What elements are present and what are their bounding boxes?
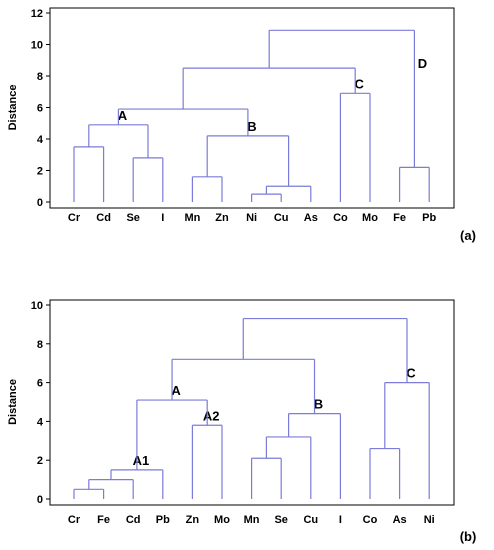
y-tick-label: 2 — [37, 166, 43, 178]
y-tick-label: 4 — [37, 134, 44, 146]
leaf-label: Mn — [244, 514, 260, 526]
y-tick-label: 4 — [37, 416, 44, 428]
leaf-label: Ni — [424, 514, 435, 526]
cluster-label: A — [118, 108, 128, 123]
cluster-label: B — [314, 397, 323, 412]
leaf-label: Co — [333, 212, 348, 224]
panel-label: (b) — [460, 529, 477, 544]
leaf-label: Cu — [303, 514, 318, 526]
plot-frame — [49, 7, 455, 209]
leaf-label: Pb — [422, 212, 436, 224]
leaf-label: Se — [126, 212, 139, 224]
leaf-label: As — [304, 212, 318, 224]
y-tick-label: 0 — [37, 494, 43, 506]
cluster-label: C — [406, 366, 416, 381]
cluster-label: C — [355, 76, 365, 91]
dendrogram-panel-b: 0 2 4 6 8 10 Distance Cr Fe Cd Pb Zn Mo Mn Se Cu I Co As Ni… — [7, 299, 477, 544]
leaf-label: Cd — [126, 514, 141, 526]
leaf-label: Cr — [68, 514, 81, 526]
y-tick-label: 0 — [37, 197, 43, 209]
leaf-label: Ni — [246, 212, 257, 224]
cluster-label: A1 — [133, 453, 150, 468]
leaf-label: Zn — [215, 212, 229, 224]
leaf-label: As — [393, 514, 407, 526]
leaf-label: Se — [274, 514, 287, 526]
leaf-label: Pb — [156, 514, 170, 526]
y-tick-label: 12 — [31, 8, 43, 20]
y-tick-label: 6 — [37, 103, 43, 115]
leaf-label: Zn — [186, 514, 200, 526]
plot-frame — [49, 299, 455, 506]
y-tick-label: 8 — [37, 339, 43, 351]
leaf-label: Mn — [184, 212, 200, 224]
leaf-label: Co — [363, 514, 378, 526]
leaf-label: Mo — [362, 212, 378, 224]
leaf-label: Cu — [274, 212, 289, 224]
cluster-label: B — [247, 119, 256, 134]
leaf-label: Fe — [97, 514, 110, 526]
leaf-label: Mo — [214, 514, 230, 526]
cluster-label: A — [171, 383, 181, 398]
y-tick-label: 8 — [37, 71, 43, 83]
panel-label: (a) — [460, 228, 476, 243]
y-tick-label: 6 — [37, 378, 43, 390]
y-tick-label: 10 — [31, 40, 43, 52]
y-tick-label: 2 — [37, 455, 43, 467]
y-axis-label: Distance — [7, 379, 19, 425]
dendrogram-panel-a: 0 2 4 6 8 10 12 Distance Cr Cd Se I Mn Zn Ni Cu As Co Mo Fe… — [7, 7, 476, 243]
cluster-label: D — [418, 56, 427, 71]
y-axis-label: Distance — [7, 85, 19, 131]
cluster-label: A2 — [203, 408, 220, 423]
y-tick-label: 10 — [31, 300, 43, 312]
leaf-label: Cd — [96, 212, 111, 224]
leaf-label: I — [339, 514, 342, 526]
leaf-label: Fe — [393, 212, 406, 224]
leaf-label: Cr — [68, 212, 81, 224]
leaf-label: I — [161, 212, 164, 224]
